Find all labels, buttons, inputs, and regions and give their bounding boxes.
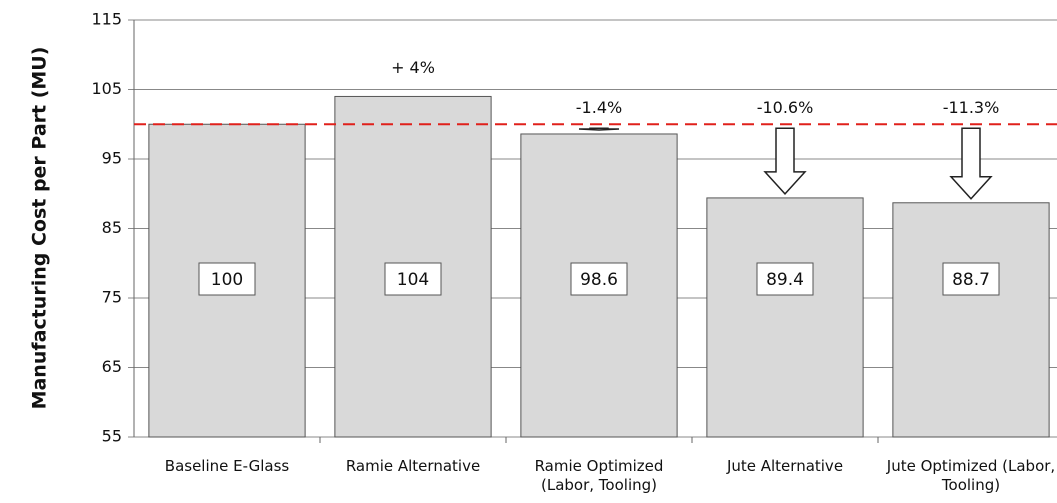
y-tick-label: 95 [102, 149, 122, 168]
arrow [763, 127, 807, 196]
annotation: + 4% [391, 58, 435, 77]
bar [148, 123, 306, 438]
value-label-box [756, 262, 814, 296]
y-tick-label: 115 [91, 10, 122, 29]
value-label-box [384, 262, 442, 296]
x-tick-label: Jute Optimized (Labor, Tooling) [886, 457, 1056, 494]
value-label-box [570, 262, 628, 296]
x-tick-label: Baseline E-Glass [164, 457, 290, 475]
y-tick-label: 55 [102, 427, 122, 446]
arrow [949, 127, 993, 200]
value-label-box [198, 262, 256, 296]
bar [706, 197, 864, 438]
y-tick-label: 65 [102, 357, 122, 376]
value-label: 104 [397, 270, 429, 290]
annotation: -1.4% [576, 98, 622, 117]
y-axis-label: Manufacturing Cost per Part (MU) [29, 47, 51, 410]
y-tick-label: 105 [91, 79, 122, 98]
arrow [578, 127, 620, 131]
value-label: 100 [211, 270, 243, 290]
annotation: -11.3% [943, 98, 1000, 117]
value-label: 89.4 [766, 270, 804, 290]
y-tick-label: 85 [102, 218, 122, 237]
y-tick-label: 75 [102, 288, 122, 307]
value-label: 88.7 [952, 270, 990, 290]
value-label-box [942, 262, 1000, 296]
annotation: -10.6% [757, 98, 814, 117]
bar [892, 202, 1050, 438]
x-tick-label: Jute Alternative [726, 457, 844, 475]
x-tick-label: Ramie Optimized (Labor, Tooling) [534, 457, 664, 494]
x-tick-label: Ramie Alternative [345, 457, 481, 475]
value-label: 98.6 [580, 270, 618, 290]
